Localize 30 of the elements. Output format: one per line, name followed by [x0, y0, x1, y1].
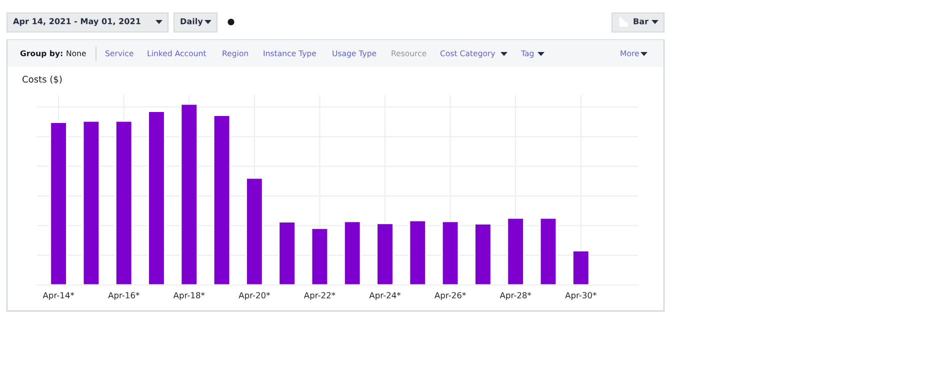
- bar: [572, 250, 590, 285]
- bar: [343, 220, 362, 285]
- bar: [310, 228, 329, 285]
- bar: [278, 221, 296, 285]
- x-tick-label: Apr-24*: [369, 292, 401, 300]
- bar: [408, 220, 426, 285]
- x-tick-label: Apr-26*: [434, 292, 466, 300]
- x-tick-label: Apr-16*: [108, 292, 140, 300]
- y-axis-title: Costs ($): [22, 76, 62, 84]
- bar: [539, 217, 558, 285]
- x-tick-label: Apr-14*: [42, 292, 74, 300]
- bar: [114, 120, 133, 285]
- text: Daily: [180, 18, 203, 26]
- bar: [506, 217, 524, 285]
- x-tick-label: Apr-22*: [304, 292, 336, 300]
- bar: [246, 177, 264, 285]
- bar: [474, 223, 492, 285]
- bar: [212, 114, 231, 285]
- bar: [441, 220, 460, 285]
- x-tick-label: Apr-18*: [173, 292, 205, 300]
- bar: [180, 103, 198, 285]
- bar: [376, 222, 394, 285]
- bar: [82, 120, 100, 285]
- x-tick-label: Apr-30*: [565, 292, 596, 300]
- x-tick-label: Apr-20*: [238, 292, 270, 300]
- text: Apr 14, 2021 - May 01, 2021: [13, 18, 140, 26]
- text: Bar: [634, 18, 649, 24]
- x-tick-label: Apr-28*: [500, 292, 532, 300]
- bar: [50, 122, 68, 285]
- bar: [148, 110, 166, 285]
